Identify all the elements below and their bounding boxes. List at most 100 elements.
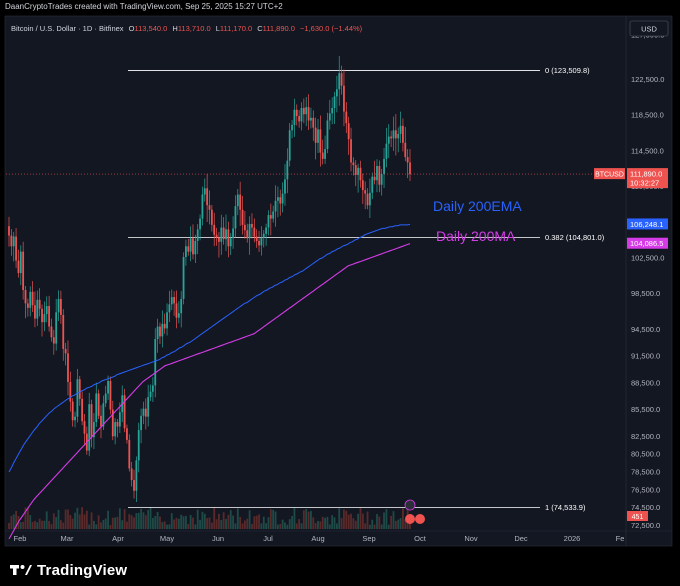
volume-bar: [52, 513, 55, 529]
volume-bar: [369, 524, 371, 529]
x-tick-label: Aug: [311, 534, 324, 543]
y-tick-label: 78,500.0: [631, 468, 660, 477]
volume-bar: [180, 514, 183, 529]
candle-body: [59, 298, 62, 315]
candle-body: [380, 174, 383, 185]
volume-bar: [331, 515, 334, 529]
candle-body: [284, 179, 286, 194]
candle-body: [78, 379, 81, 399]
volume-bar: [248, 510, 251, 529]
symbol-tag-label: BTCUSD: [595, 172, 624, 179]
x-tick-label: Dec: [514, 534, 528, 543]
currency-label: USD: [641, 25, 657, 34]
volume-bar: [397, 519, 400, 529]
candle-body: [352, 162, 355, 166]
volume-bar: [135, 513, 138, 529]
candle-body: [213, 224, 216, 235]
volume-bar: [218, 513, 220, 529]
volume-bar: [161, 522, 164, 529]
volume-bar: [352, 518, 355, 529]
candle-body: [107, 381, 109, 394]
candle-body: [118, 412, 121, 427]
symbol-tag: [594, 168, 625, 180]
volume-bar: [102, 519, 105, 529]
candle-body: [409, 162, 411, 175]
volume-bar: [335, 523, 338, 529]
volume-bar: [83, 514, 86, 529]
volume-bar: [206, 518, 209, 529]
candle-body: [262, 233, 265, 238]
event-icons[interactable]: [404, 499, 425, 524]
candle-body: [154, 339, 157, 386]
volume-bar: [338, 508, 341, 529]
candle-body: [114, 422, 117, 437]
volume-bar: [345, 510, 348, 529]
volume-bar: [286, 524, 289, 529]
price-tag-value: 106,248.1: [630, 220, 663, 229]
volume-bar: [310, 510, 312, 529]
ema-annotation: Daily 200EMA: [433, 198, 522, 214]
volume-bar: [12, 514, 15, 529]
volume-bar: [114, 517, 117, 529]
x-tick-label: 2026: [564, 534, 581, 543]
candle-body: [248, 223, 251, 239]
ohlc-close: 111,890.0: [263, 24, 295, 33]
y-tick-label: 98,500.0: [631, 289, 660, 298]
volume-bar: [380, 524, 383, 529]
ohlc-open: 113,540.0: [134, 24, 167, 33]
y-tick-label: 72,500.0: [631, 521, 660, 530]
candle-body: [123, 395, 126, 429]
volume-bar: [253, 516, 256, 529]
volume-bar: [402, 508, 404, 529]
y-tick-label: 114,500.0: [631, 146, 664, 155]
volume-bar: [22, 521, 25, 529]
volume-bar: [43, 520, 46, 529]
candle-body: [81, 398, 84, 422]
volume-bar: [140, 509, 142, 529]
volume-bar: [74, 512, 76, 529]
candle-body: [406, 157, 409, 163]
candle-body: [83, 421, 86, 434]
candle-body: [340, 73, 343, 86]
candle-body: [354, 165, 357, 175]
candle-body: [95, 393, 98, 423]
volume-bar: [241, 523, 244, 529]
volume-bar: [196, 509, 199, 529]
candle-body: [324, 149, 326, 159]
candle-body: [397, 133, 400, 139]
volume-bar: [404, 519, 407, 529]
volume-bar: [215, 519, 218, 529]
y-tick-label: 80,500.0: [631, 450, 660, 459]
currency-button[interactable]: USD: [629, 20, 669, 37]
volume-bar: [156, 512, 159, 529]
volume-bar: [262, 516, 265, 529]
volume-bar: [173, 519, 176, 529]
volume-bar: [192, 517, 194, 529]
candle-body: [310, 117, 312, 121]
candle-body: [387, 136, 390, 144]
volume-bar: [350, 513, 352, 529]
price-chart[interactable]: 127,500.0122,500.0118,500.0114,500.0110,…: [0, 0, 680, 554]
volume-bar: [371, 519, 374, 529]
candle-body: [26, 303, 29, 308]
candle-body: [69, 381, 72, 402]
candle-body: [369, 192, 371, 206]
volume-bar: [107, 510, 109, 529]
fib-retracement: 0 (123,509.8) 0.382 (104,801.0) 1 (74,533.…: [128, 66, 605, 512]
candle-body: [314, 127, 317, 143]
candle-body: [277, 197, 279, 201]
candle-body: [161, 323, 164, 337]
volume-bar: [144, 515, 147, 529]
volume-bar: [154, 515, 157, 529]
candle-body: [272, 211, 275, 219]
x-tick-label: Mar: [61, 534, 74, 543]
candle-body: [255, 236, 258, 241]
volume-bar: [147, 510, 150, 529]
volume-bar: [291, 516, 293, 529]
fib-level-label: 0.382 (104,801.0): [545, 233, 605, 242]
x-tick-label: Oct: [414, 534, 427, 543]
volume-bar: [194, 524, 197, 529]
chart-background: [4, 15, 673, 547]
candle-body: [135, 460, 138, 491]
